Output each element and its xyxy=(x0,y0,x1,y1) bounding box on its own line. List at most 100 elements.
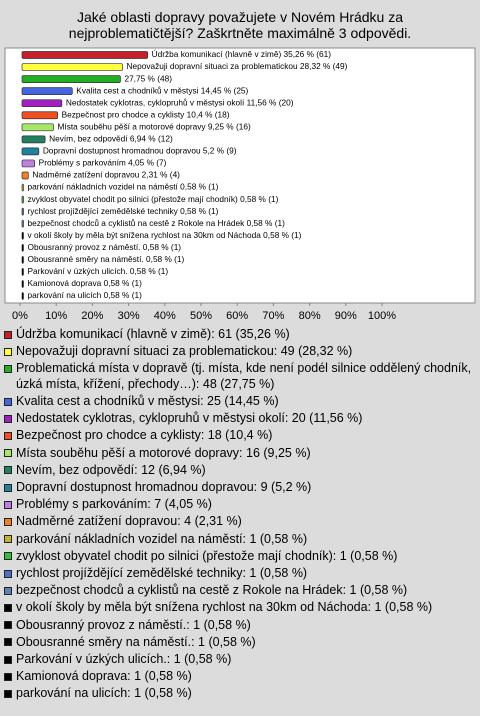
bar-label: Nadměrné zatížení dopravou 2,31 % (4) xyxy=(32,170,180,180)
bar-label: Dopravní dostupnost hromadnou dopravou 5… xyxy=(43,146,237,156)
x-tick-label: 10% xyxy=(45,310,67,322)
bar-label: Kamionová doprava 0,58 % (1) xyxy=(28,278,143,288)
bar xyxy=(21,51,148,59)
legend-label: Nevím, bez odpovědí: 12 (6,94 %) xyxy=(16,462,206,477)
legend-label: bezpečnost chodců a cyklistů na cestě z … xyxy=(16,583,408,598)
legend-item: Problémy s parkováním: 7 (4,05 %) xyxy=(4,497,474,512)
bar xyxy=(21,171,29,180)
legend-item: parkování na ulicích: 1 (0,58 %) xyxy=(4,686,474,701)
legend-label: parkování nákladních vozidel na náměstí:… xyxy=(16,531,308,546)
legend-swatch xyxy=(4,347,12,356)
legend-item: bezpečnost chodců a cyklistů na cestě z … xyxy=(4,583,474,598)
legend-label: rychlost projíždějící zemědělské technik… xyxy=(16,566,308,581)
legend-label: parkování na ulicích: 1 (0,58 %) xyxy=(16,686,192,701)
legend-label: zvyklost obyvatel chodit po silnici (pře… xyxy=(16,548,398,563)
bar-label: parkování nákladních vozidel na náměstí … xyxy=(28,182,219,192)
bar-label: 27,75 % (48) xyxy=(124,73,172,83)
x-tick-label: 90% xyxy=(335,310,357,322)
bar xyxy=(21,75,121,83)
legend-item: Parkování v úzkých ulicích.: 1 (0,58 %) xyxy=(4,652,474,667)
bar xyxy=(21,292,24,300)
legend-swatch xyxy=(4,535,12,544)
bar xyxy=(21,123,54,132)
legend-swatch xyxy=(4,621,12,630)
bar-label: Obousranné směry na náměstí. 0,58 % (1) xyxy=(28,254,185,264)
legend-label: Nedostatek cyklotras, cyklopruhů v městy… xyxy=(16,411,363,426)
bar-label: Bezpečnost pro chodce a cyklisty 10,4 % … xyxy=(62,109,230,119)
legend-label: v okolí školy by měla být snížena rychlo… xyxy=(16,600,433,615)
legend-swatch xyxy=(4,586,12,595)
x-tick-label: 30% xyxy=(118,310,140,322)
legend-item: Nedostatek cyklotras, cyklopruhů v městy… xyxy=(4,411,474,426)
bar xyxy=(21,159,36,168)
legend-swatch xyxy=(4,552,12,561)
x-tick-label: 20% xyxy=(81,310,103,322)
legend-item: parkování nákladních vozidel na náměstí:… xyxy=(4,532,474,547)
bar-label: Parkování v úzkých ulicích. 0,58 % (1) xyxy=(28,266,169,276)
bar-label: Nevím, bez odpovědí 6,94 % (12) xyxy=(49,134,173,144)
bar xyxy=(21,183,24,192)
bar xyxy=(21,87,73,96)
legend-swatch xyxy=(4,414,12,423)
legend-item: Kamionová doprava: 1 (0,58 %) xyxy=(4,669,474,684)
bar xyxy=(21,231,24,240)
legend-label: Nadměrné zatížení dopravou: 4 (2,31 %) xyxy=(16,514,242,529)
legend-item: Obousranný provoz z náměstí.: 1 (0,58 %) xyxy=(4,618,474,633)
bar-label: Kvalita cest a chodníků v městysi 14,45 … xyxy=(76,85,248,95)
legend-swatch xyxy=(4,569,12,578)
legend-item: Problematická místa v dopravě (tj. místa… xyxy=(4,361,474,392)
legend-swatch xyxy=(4,603,12,612)
bar-label: Problémy s parkováním 4,05 % (7) xyxy=(39,158,167,168)
bar xyxy=(21,219,24,228)
legend-label: Obousranné směry na náměstí.: 1 (0,58 %) xyxy=(16,634,256,649)
legend-label: Kvalita cest a chodníků v městysi: 25 (1… xyxy=(16,394,279,409)
legend-swatch xyxy=(4,330,12,339)
legend-label: Údržba komunikací (hlavně v zimě): 61 (3… xyxy=(16,327,290,341)
bar-label: Nepovažuji dopravní situaci za problemat… xyxy=(127,61,348,71)
legend-label: Obousranný provoz z náměstí.: 1 (0,58 %) xyxy=(16,617,251,632)
legend-swatch xyxy=(4,431,12,440)
legend-swatch xyxy=(4,638,12,647)
legend-item: Bezpečnost pro chodce a cyklisty: 18 (10… xyxy=(4,428,474,443)
legend: Údržba komunikací (hlavně v zimě): 61 (3… xyxy=(4,327,474,704)
bar-label: v okolí školy by měla být snížena rychlo… xyxy=(28,230,302,240)
bar-label: Obousranný provoz z náměstí. 0,58 % (1) xyxy=(28,242,182,252)
legend-swatch xyxy=(4,466,12,475)
chart-title: Jaké oblasti dopravy považujete v Novém … xyxy=(68,9,412,41)
plot-area xyxy=(4,47,476,304)
bar xyxy=(21,135,46,144)
legend-item: v okolí školy by měla být snížena rychlo… xyxy=(4,600,474,615)
bar xyxy=(21,268,24,276)
legend-item: Údržba komunikací (hlavně v zimě): 61 (3… xyxy=(4,327,474,342)
legend-label: Parkování v úzkých ulicích.: 1 (0,58 %) xyxy=(16,652,232,667)
legend-swatch xyxy=(4,449,12,458)
legend-item: Nevím, bez odpovědí: 12 (6,94 %) xyxy=(4,463,474,478)
bar xyxy=(21,243,24,252)
legend-swatch xyxy=(4,689,12,698)
bar xyxy=(21,63,123,71)
legend-swatch xyxy=(4,517,12,526)
legend-item: Nadměrné zatížení dopravou: 4 (2,31 %) xyxy=(4,514,474,529)
bar xyxy=(21,111,58,120)
legend-item: Nepovažuji dopravní situaci za problemat… xyxy=(4,344,474,359)
legend-item: Kvalita cest a chodníků v městysi: 25 (1… xyxy=(4,394,474,409)
legend-label: Problémy s parkováním: 7 (4,05 %) xyxy=(16,497,212,512)
legend-swatch xyxy=(4,500,12,509)
chart: 0% 10% 20% 30% 40% 50% 60% 70% 80% 90% 100% Údržba … xyxy=(4,47,476,322)
legend-item: Dopravní dostupnost hromadnou dopravou: … xyxy=(4,480,474,495)
x-tick-label: 100% xyxy=(368,310,396,322)
x-tick-label: 50% xyxy=(190,310,212,322)
x-tick-label: 60% xyxy=(226,310,248,322)
bar xyxy=(21,99,63,108)
legend-label: Kamionová doprava: 1 (0,58 %) xyxy=(16,669,192,684)
legend-swatch xyxy=(4,483,12,492)
legend-item: zvyklost obyvatel chodit po silnici (pře… xyxy=(4,549,474,564)
x-tick-label: 80% xyxy=(299,310,321,322)
legend-label: Bezpečnost pro chodce a cyklisty: 18 (10… xyxy=(16,428,273,443)
legend-item: rychlost projíždějící zemědělské technik… xyxy=(4,566,474,581)
bar xyxy=(21,280,24,288)
legend-swatch xyxy=(4,364,12,373)
bar xyxy=(21,207,24,216)
bar-label: bezpečnost chodců a cyklistů na cestě z … xyxy=(28,218,286,228)
